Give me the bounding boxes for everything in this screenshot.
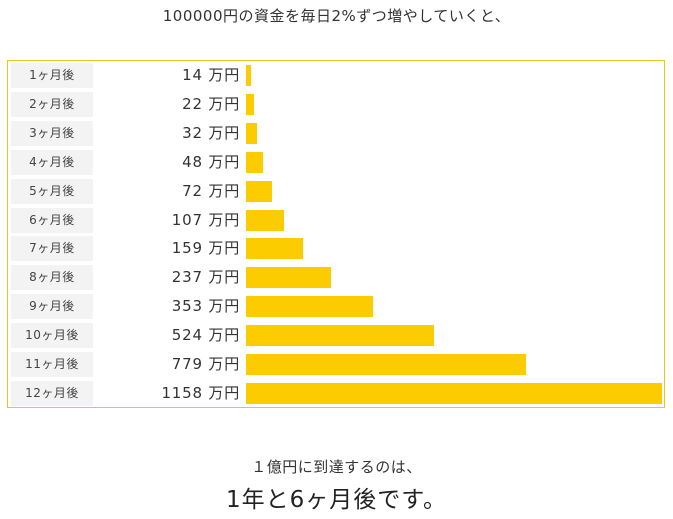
value-bar [246, 267, 331, 289]
month-label: 9ヶ月後 [11, 294, 93, 320]
chart-row: 4ヶ月後 48 万円 [8, 149, 664, 175]
value-bar [246, 65, 251, 86]
month-label: 6ヶ月後 [11, 207, 93, 233]
value-bar [246, 151, 263, 173]
chart-row: 1ヶ月後 14 万円 [8, 63, 664, 88]
month-label: 5ヶ月後 [11, 178, 93, 204]
month-label: 8ヶ月後 [11, 265, 93, 291]
chart-row: 6ヶ月後 107 万円 [8, 207, 664, 233]
chart-row: 8ヶ月後 237 万円 [8, 265, 664, 291]
value-bar [246, 180, 272, 202]
chart-row: 2ヶ月後 22 万円 [8, 91, 664, 117]
month-label: 7ヶ月後 [11, 236, 93, 262]
amount-label: 779 万円 [171, 355, 240, 373]
chart-row: 5ヶ月後 72 万円 [8, 178, 664, 204]
amount-label: 22 万円 [182, 94, 240, 113]
amount-label: 72 万円 [182, 181, 240, 200]
value-bar [246, 382, 662, 404]
headline: 100000円の資金を毎日2%ずつ増やしていくと、 [162, 7, 511, 25]
value-bar [246, 238, 303, 260]
value-bar [246, 354, 526, 375]
chart-row: 3ヶ月後 32 万円 [8, 120, 664, 146]
month-label: 1ヶ月後 [11, 63, 93, 88]
value-bar [246, 93, 254, 115]
amount-label: 14 万円 [182, 66, 240, 84]
amount-label: 1158 万円 [161, 383, 240, 402]
amount-label: 353 万円 [171, 297, 240, 316]
value-bar [246, 122, 257, 144]
month-label: 2ヶ月後 [11, 91, 93, 117]
value-bar [246, 209, 284, 231]
month-label: 12ヶ月後 [11, 380, 93, 406]
chart-row: 12ヶ月後 1158 万円 [8, 380, 664, 406]
chart-row: 10ヶ月後 524 万円 [8, 323, 664, 349]
conclusion-line2: 1年と6ヶ月後です。 [226, 487, 447, 513]
amount-label: 48 万円 [182, 152, 240, 171]
amount-label: 32 万円 [182, 123, 240, 142]
month-label: 10ヶ月後 [11, 323, 93, 349]
month-label: 4ヶ月後 [11, 149, 93, 175]
amount-label: 524 万円 [171, 326, 240, 345]
chart-row: 11ヶ月後 779 万円 [8, 352, 664, 377]
chart-row: 9ヶ月後 353 万円 [8, 294, 664, 320]
month-label: 3ヶ月後 [11, 120, 93, 146]
value-bar [246, 325, 434, 347]
chart-row: 7ヶ月後 159 万円 [8, 236, 664, 262]
value-bar [246, 296, 373, 318]
conclusion-line1: １億円に到達するのは、 [251, 458, 422, 476]
amount-label: 159 万円 [171, 239, 240, 258]
bar-chart: 1ヶ月後 14 万円 2ヶ月後 22 万円 3ヶ月後 32 万円 4ヶ月後 48 万円 5ヶ月後… [7, 60, 665, 408]
month-label: 11ヶ月後 [11, 352, 93, 377]
amount-label: 237 万円 [171, 268, 240, 287]
amount-label: 107 万円 [171, 210, 240, 229]
